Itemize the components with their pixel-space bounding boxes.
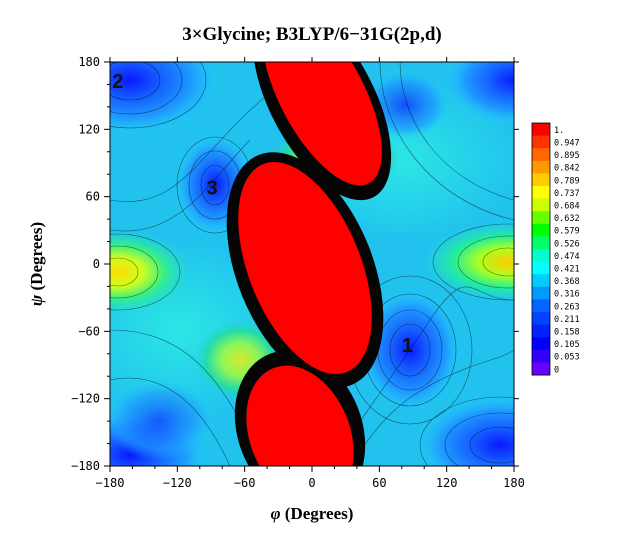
colorbar-swatch xyxy=(532,249,550,263)
y-tick-label: −60 xyxy=(78,324,100,338)
colorbar-tick-label: 0.211 xyxy=(554,315,580,325)
colorbar-swatch xyxy=(532,236,550,250)
colorbar-swatch xyxy=(532,198,550,212)
x-axis-label: φ (Degrees) xyxy=(271,504,354,523)
colorbar-swatch xyxy=(532,362,550,376)
forbidden-region-bottom xyxy=(246,365,354,466)
low-energy-well xyxy=(110,380,215,460)
x-tick-label: −180 xyxy=(96,476,125,490)
colorbar-swatch xyxy=(532,349,550,363)
colorbar-swatch xyxy=(532,312,550,326)
x-tick-label: −120 xyxy=(163,476,192,490)
colorbar-tick-label: 0.684 xyxy=(554,202,580,212)
y-axis-label: ψ (Degrees) xyxy=(27,222,46,306)
high-energy-ridge-left xyxy=(110,230,190,314)
x-tick-label: 180 xyxy=(503,476,525,490)
plot-area xyxy=(110,62,514,466)
y-tick-label: 0 xyxy=(93,257,100,271)
colorbar-swatch xyxy=(532,160,550,174)
colorbar-tick-label: 0.947 xyxy=(554,139,580,149)
colorbar-tick-label: 0 xyxy=(554,365,559,375)
colorbar-tick-label: 0.632 xyxy=(554,214,580,224)
colorbar-swatch xyxy=(532,324,550,338)
colorbar-swatch xyxy=(532,223,550,237)
colorbar-tick-label: 0.421 xyxy=(554,265,580,275)
colorbar-tick-label: 0.842 xyxy=(554,164,580,174)
colorbar-tick-label: 0.789 xyxy=(554,176,580,186)
region-label-2: 2 xyxy=(112,71,123,93)
chart-title: 3×Glycine; B3LYP/6−31G(2p,d) xyxy=(182,24,442,45)
energy-minimum-region-2-wrap xyxy=(415,395,514,466)
x-axis-symbol: φ xyxy=(271,504,281,523)
colorbar-swatch xyxy=(532,173,550,187)
colorbar-tick-label: 0.895 xyxy=(554,151,580,161)
y-axis: 180 120 60 0 −60 −120 −180 xyxy=(71,55,519,473)
colorbar-tick-label: 0.053 xyxy=(554,353,580,363)
x-tick-label: −60 xyxy=(234,476,256,490)
x-tick-label: 0 xyxy=(308,476,315,490)
region-label-3: 3 xyxy=(207,178,218,200)
colorbar-swatch xyxy=(532,148,550,162)
colorbar-tick-label: 0.316 xyxy=(554,290,580,300)
region-label-1: 1 xyxy=(402,335,413,357)
y-tick-label: −180 xyxy=(71,459,100,473)
colorbar-swatch xyxy=(532,211,550,225)
high-energy-forbidden-regions xyxy=(238,62,382,466)
x-tick-label: 120 xyxy=(436,476,458,490)
colorbar-tick-label: 0.474 xyxy=(554,252,580,262)
colorbar-tick-label: 0.737 xyxy=(554,189,580,199)
colorbar-tick-label: 0.105 xyxy=(554,340,580,350)
colorbar-swatch xyxy=(532,135,550,149)
y-tick-label: 120 xyxy=(78,122,100,136)
x-axis: −180 −120 −60 0 60 120 180 xyxy=(96,57,525,490)
energy-minimum-region-2-wrap xyxy=(444,62,514,125)
colorbar-swatch xyxy=(532,261,550,275)
colorbar-tick-label: 0.526 xyxy=(554,239,580,249)
y-tick-label: 180 xyxy=(78,55,100,69)
colorbar-swatch xyxy=(532,299,550,313)
colorbar: 1. 0.947 0.895 0.842 0.789 0.737 0.684 0.632 0.5… xyxy=(531,122,580,376)
colorbar-tick-label: 0.579 xyxy=(554,227,580,237)
region-labels: 1 2 3 xyxy=(112,71,413,357)
y-axis-label-text: (Degrees) xyxy=(27,222,46,295)
colorbar-swatch xyxy=(532,274,550,288)
forbidden-region-top xyxy=(262,62,382,186)
y-tick-label: 60 xyxy=(86,190,100,204)
colorbar-swatch xyxy=(532,286,550,300)
high-energy-ridge-right xyxy=(423,222,514,302)
y-axis-symbol: ψ xyxy=(27,294,46,306)
x-tick-label: 60 xyxy=(372,476,386,490)
colorbar-tick-label: 1. xyxy=(554,126,564,136)
energy-minimum-region-2 xyxy=(110,62,220,135)
colorbar-swatch xyxy=(532,186,550,200)
colorbar-tick-label: 0.158 xyxy=(554,328,580,338)
colorbar-frame xyxy=(531,122,551,376)
colorbar-tick-label: 0.263 xyxy=(554,302,580,312)
colorbar-swatch xyxy=(532,123,550,137)
y-tick-label: −120 xyxy=(71,392,100,406)
x-axis-label-text: (Degrees) xyxy=(281,504,354,523)
colorbar-swatch xyxy=(532,337,550,351)
colorbar-tick-label: 0.368 xyxy=(554,277,580,287)
forbidden-region-center xyxy=(238,162,372,374)
